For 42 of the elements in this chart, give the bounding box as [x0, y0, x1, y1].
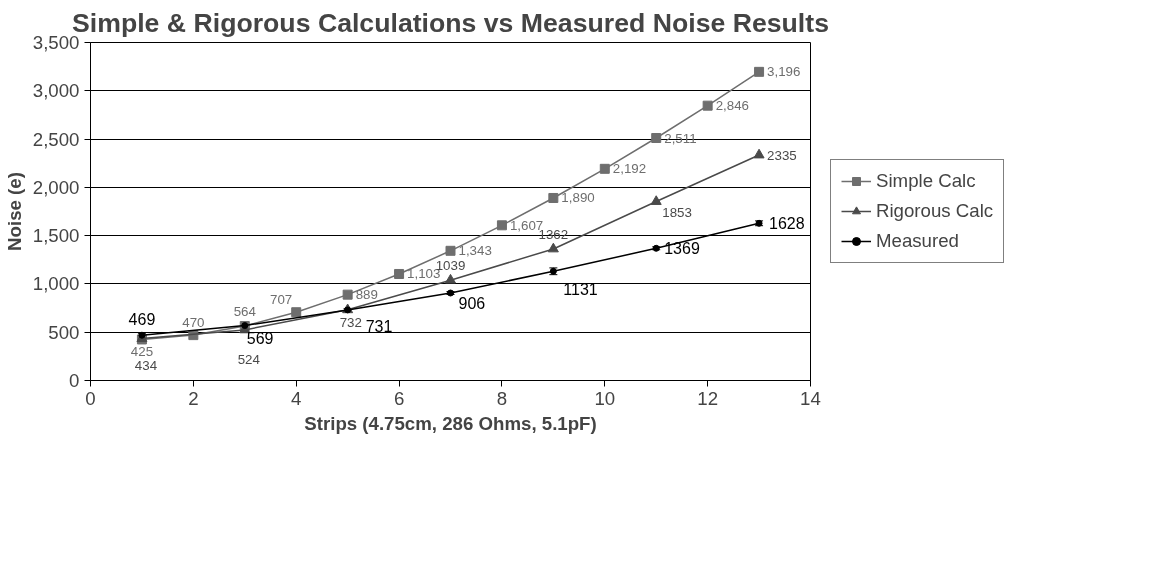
x-tick-label: 8 [496, 387, 508, 409]
y-tick-label: 1,500 [32, 225, 80, 247]
x-tick-label: 6 [393, 387, 405, 409]
data-label: 889 [355, 287, 378, 303]
x-tick-label: 12 [697, 387, 719, 409]
data-label: 1369 [664, 240, 700, 258]
data-label: 425 [130, 344, 154, 360]
x-tick-label: 10 [594, 387, 616, 409]
x-tick-label: 4 [291, 387, 302, 409]
legend-label: Simple Calc [876, 170, 976, 192]
data-label: 524 [237, 351, 261, 367]
x-tick-label: 2 [188, 387, 199, 409]
data-label: 564 [233, 304, 257, 320]
data-label: 1,343 [458, 243, 492, 259]
y-tick-label: 3,500 [32, 32, 80, 53]
legend-label: Measured [876, 230, 959, 252]
legend-label: Rigorous Calc [876, 200, 994, 222]
x-axis-title: Strips (4.75cm, 286 Ohms, 5.1pF) [304, 412, 597, 434]
data-label: 732 [339, 314, 362, 330]
y-tick-label: 0 [69, 370, 80, 391]
data-label: 434 [134, 357, 158, 373]
data-label: 2335 [767, 147, 797, 163]
data-label: 469 [128, 311, 156, 329]
data-label: 2,846 [715, 98, 749, 114]
data-label: 707 [269, 292, 293, 308]
data-label: 1,890 [561, 190, 595, 206]
y-tick-label: 3,000 [32, 80, 80, 102]
data-label: 906 [458, 295, 486, 313]
data-label: 1,607 [509, 217, 544, 233]
x-tick-label: 0 [85, 387, 96, 409]
y-tick-label: 1,000 [32, 273, 80, 295]
data-label: 1628 [769, 215, 805, 233]
data-label: 470 [182, 315, 205, 331]
y-axis-title: Noise (e) [3, 172, 25, 251]
data-label: 2,192 [612, 161, 647, 177]
data-label: 731 [365, 317, 393, 335]
data-label: 1853 [662, 204, 692, 220]
y-tick-label: 2,500 [32, 128, 80, 150]
x-tick-label: 14 [800, 387, 821, 409]
y-tick-label: 2,000 [32, 176, 80, 198]
data-label: 3,196 [767, 64, 801, 80]
y-tick-label: 500 [48, 321, 80, 343]
